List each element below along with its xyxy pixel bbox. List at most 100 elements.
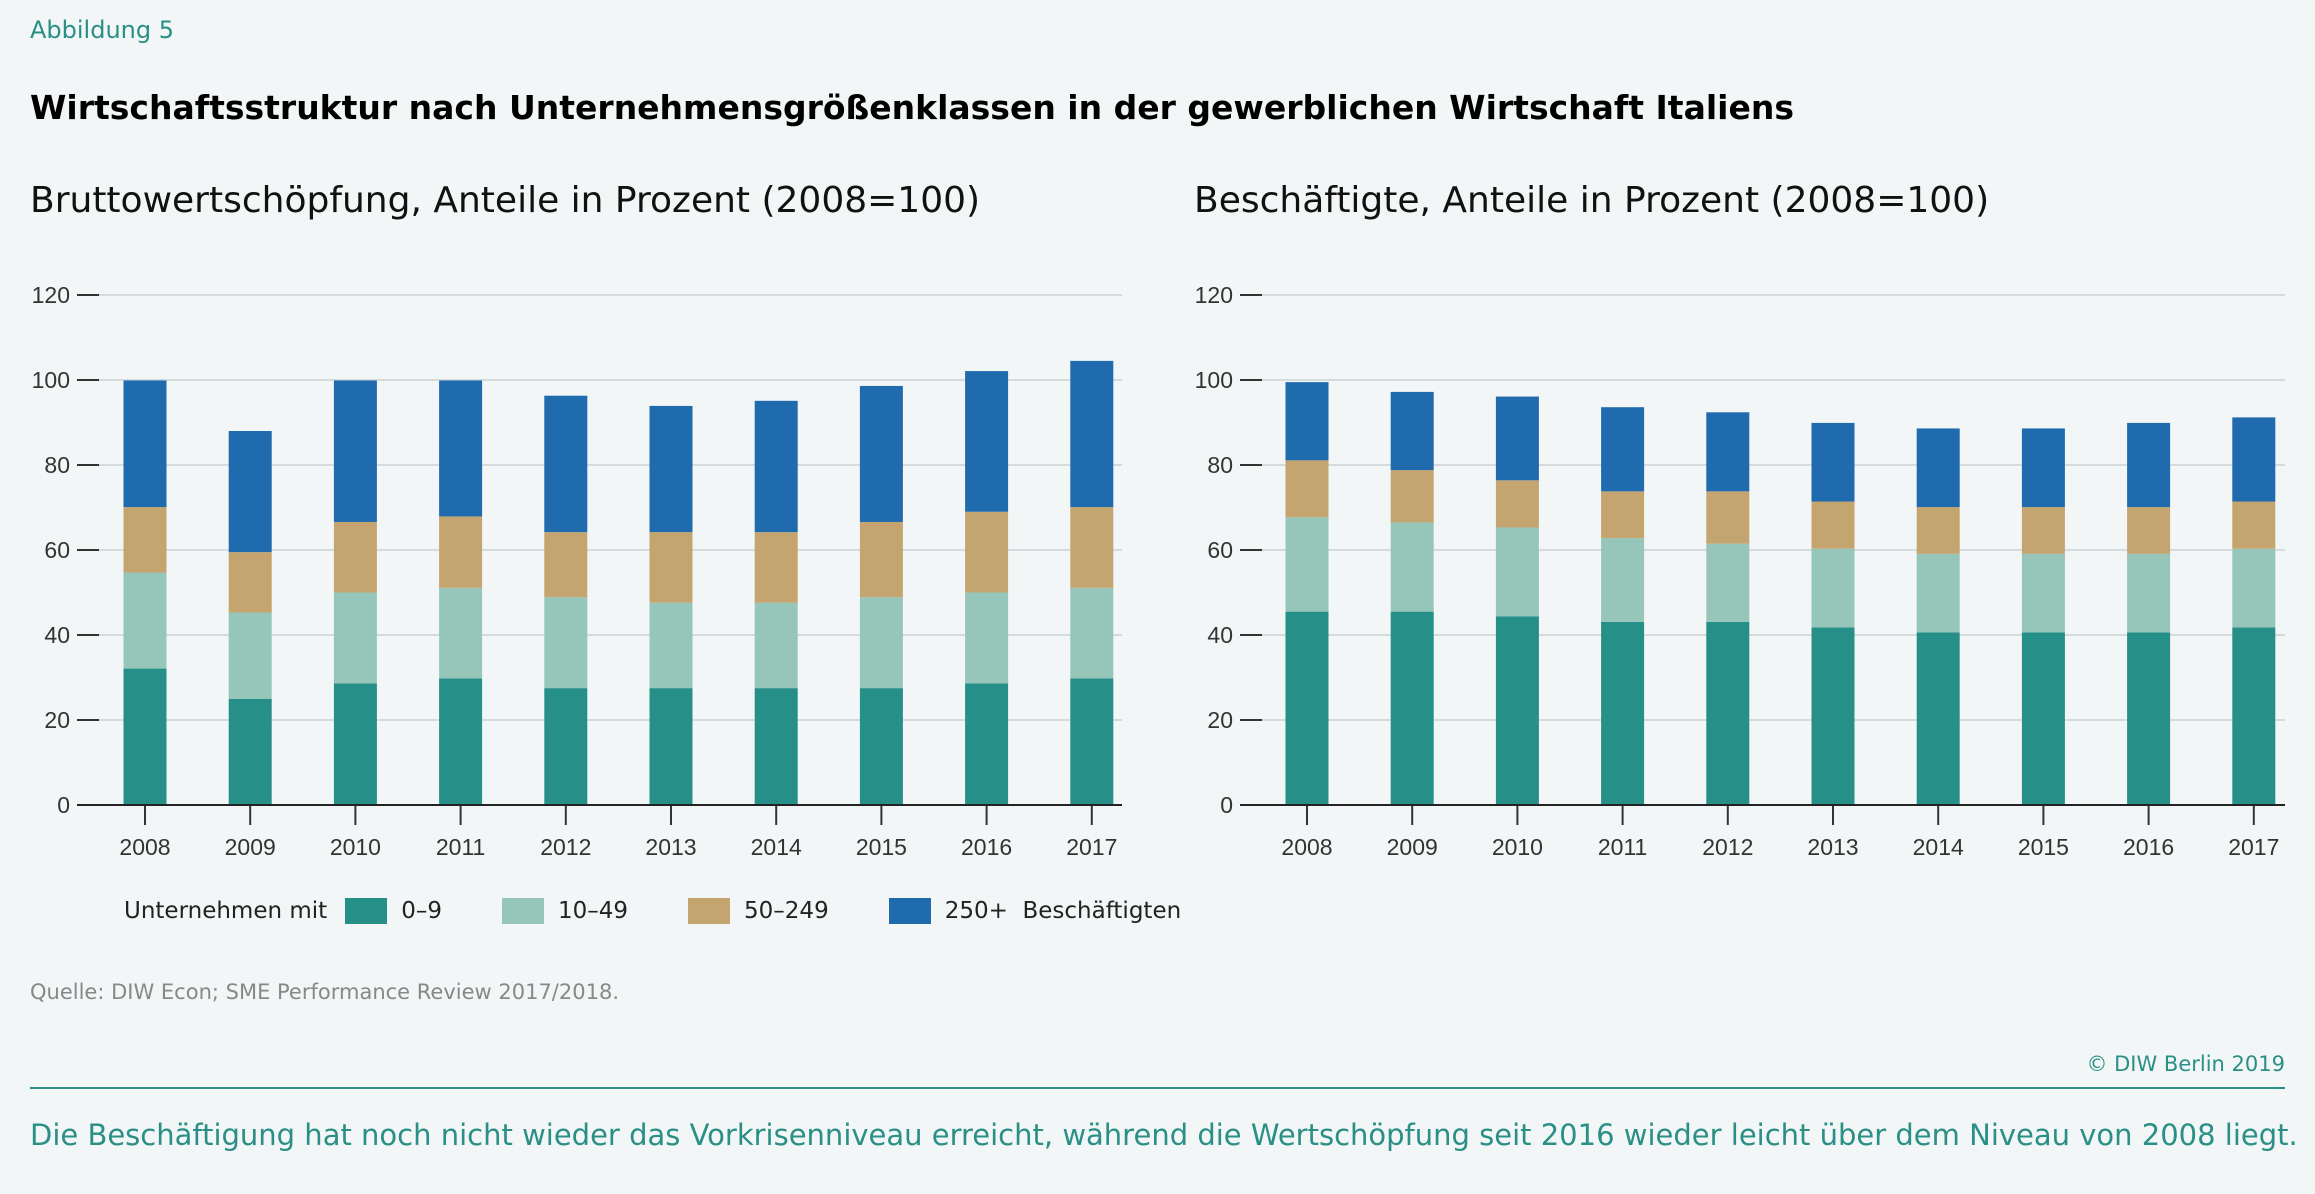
bar-segment: [965, 371, 1009, 512]
x-tick-label: 2011: [1598, 834, 1647, 860]
bar-segment: [123, 572, 167, 669]
legend-prefix: Unternehmen mit: [124, 898, 328, 924]
x-tick-label: 2013: [645, 834, 696, 860]
bar-segment: [2021, 507, 2065, 554]
bar-segment: [123, 507, 167, 573]
bar-segment: [2127, 553, 2171, 633]
bar-segment: [754, 532, 798, 603]
bar-segment: [2021, 553, 2065, 633]
bar-segment: [649, 688, 693, 805]
legend-item-250plus: 250+ Beschäftigten: [888, 898, 1181, 924]
bar-segment: [1916, 553, 1960, 633]
bar-segment: [754, 688, 798, 805]
bar-segment: [544, 597, 588, 689]
x-tick-label: 2016: [2123, 834, 2174, 860]
x-tick-label: 2013: [1807, 834, 1858, 860]
bar-segment: [228, 698, 272, 805]
bar-segment: [2232, 417, 2276, 502]
bar-segment: [544, 532, 588, 598]
bar-segment: [1706, 491, 1750, 544]
bar-segment: [2127, 632, 2171, 805]
legend-swatch: [501, 898, 544, 924]
bar-segment: [228, 552, 272, 613]
bar-segment: [1601, 538, 1645, 622]
bar-segment: [1285, 517, 1329, 612]
bar-segment: [754, 400, 798, 533]
bar-segment: [965, 592, 1009, 684]
bar-segment: [1390, 522, 1434, 612]
bar-segment: [439, 380, 483, 517]
bar-segment: [2232, 501, 2276, 549]
figure-title: Wirtschaftsstruktur nach Unternehmensgrö…: [30, 88, 1794, 127]
x-tick-label: 2017: [1066, 834, 1117, 860]
x-tick-label: 2017: [2228, 834, 2279, 860]
bar-segment: [439, 587, 483, 679]
legend-swatch: [688, 898, 731, 924]
bar-segment: [123, 668, 167, 805]
bar-segment: [1390, 611, 1434, 805]
legend-swatch: [888, 898, 931, 924]
bar-segment: [228, 431, 272, 553]
bar-segment: [1070, 587, 1114, 679]
bar-segment: [333, 683, 377, 805]
bar-segment: [649, 602, 693, 689]
bar-segment: [1811, 627, 1855, 805]
bar-segment: [1706, 543, 1750, 622]
x-tick-label: 2011: [436, 834, 485, 860]
y-tick-label: 60: [1207, 537, 1233, 563]
legend-item-10-49: 10–49: [501, 898, 629, 924]
x-tick-label: 2014: [1913, 834, 1964, 860]
caption: Die Beschäftigung hat noch nicht wieder …: [30, 1118, 2298, 1152]
bar-segment: [1390, 470, 1434, 523]
bar-segment: [1495, 616, 1539, 805]
y-tick-label: 40: [44, 622, 70, 648]
bar-segment: [333, 592, 377, 684]
y-tick-label: 80: [44, 452, 70, 478]
y-tick-label: 60: [44, 537, 70, 563]
bar-segment: [1070, 360, 1114, 508]
x-tick-label: 2009: [1387, 834, 1438, 860]
bar-segment: [439, 678, 483, 805]
bar-segment: [2232, 548, 2276, 628]
legend-label: 0–9: [401, 898, 442, 924]
bar-segment: [859, 521, 903, 598]
chart-title-employees: Beschäftigte, Anteile in Prozent (2008=1…: [1194, 180, 1990, 221]
bar-segment: [1706, 412, 1750, 492]
bar-segment: [859, 385, 903, 522]
bar-segment: [1495, 480, 1539, 528]
legend: Unternehmen mit 0–9 10–49 50–249 250+ Be…: [124, 898, 1241, 924]
legend-item-50-249: 50–249: [688, 898, 829, 924]
y-tick-label: 20: [44, 707, 70, 733]
bar-segment: [1390, 391, 1434, 471]
y-tick-label: 120: [32, 282, 70, 308]
bar-segment: [2127, 422, 2171, 508]
bar-segment: [754, 602, 798, 689]
x-tick-label: 2009: [225, 834, 276, 860]
bar-segment: [333, 521, 377, 593]
bar-segment: [859, 688, 903, 805]
bar-segment: [439, 516, 483, 588]
bar-segment: [1916, 632, 1960, 805]
figure-label: Abbildung 5: [30, 16, 175, 44]
bar-segment: [649, 532, 693, 603]
bar-segment: [1070, 678, 1114, 805]
bar-segment: [1285, 611, 1329, 805]
bar-segment: [228, 612, 272, 699]
bar-segment: [1811, 548, 1855, 628]
copyright: © DIW Berlin 2019: [2086, 1052, 2285, 1076]
x-tick-label: 2015: [856, 834, 907, 860]
bar-segment: [1601, 407, 1645, 492]
x-tick-label: 2012: [1702, 834, 1753, 860]
x-tick-label: 2014: [751, 834, 802, 860]
y-tick-label: 120: [1195, 282, 1233, 308]
x-tick-label: 2015: [2018, 834, 2069, 860]
bar-segment: [1495, 527, 1539, 617]
legend-label: 10–49: [557, 898, 629, 924]
bar-segment: [1706, 621, 1750, 805]
divider: [30, 1087, 2285, 1089]
source-note: Quelle: DIW Econ; SME Performance Review…: [30, 980, 620, 1004]
bar-segment: [649, 405, 693, 533]
legend-swatch: [345, 898, 388, 924]
bar-segment: [2021, 632, 2065, 805]
